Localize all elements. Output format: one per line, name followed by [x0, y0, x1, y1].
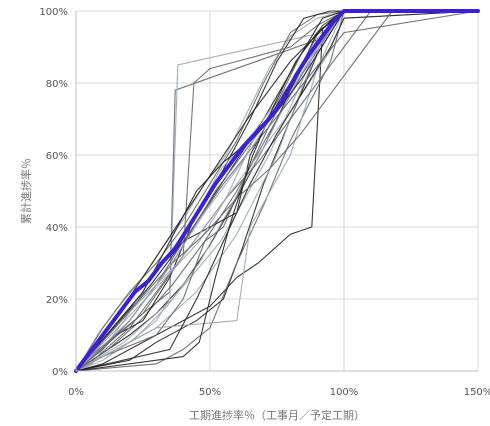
grid-lines [75, 10, 479, 372]
series-line [75, 10, 478, 372]
series-line [75, 10, 478, 372]
series-line [75, 10, 478, 372]
series-line [75, 10, 478, 372]
series-line [75, 10, 478, 372]
series-line [75, 10, 478, 372]
series-line [75, 10, 479, 372]
series-line [75, 10, 478, 372]
series-line [75, 10, 478, 372]
series-line [75, 10, 478, 372]
series-line [75, 10, 479, 372]
series-line [75, 10, 478, 372]
series-line [75, 10, 478, 372]
tick-labels: 0% 20% 40% 60% 80% 100% 0% 50% 100% 150% [39, 7, 490, 398]
y-axis-title: 累計進捗率％ [19, 158, 33, 224]
y-tick-label: 20% [46, 295, 68, 306]
series-line [75, 10, 478, 372]
series-line [75, 10, 478, 372]
series-line [75, 10, 478, 372]
x-tick-label: 50% [199, 387, 221, 398]
y-tick-label: 60% [46, 151, 68, 162]
series-line [75, 10, 478, 372]
highlight-series [74, 9, 480, 373]
y-tick-label: 80% [46, 79, 68, 90]
x-axis-title: 工期進捗率％（工事月／予定工期） [189, 408, 365, 422]
series-line [75, 10, 478, 372]
series-line [75, 10, 478, 372]
series-line [75, 10, 479, 372]
series-line [75, 10, 478, 372]
highlight-line [74, 9, 480, 373]
series-line [75, 10, 478, 372]
series-line [75, 10, 478, 372]
x-tick-label: 150% [464, 387, 490, 398]
series-line [75, 10, 478, 372]
y-tick-label: 0% [52, 367, 68, 378]
y-tick-label: 100% [39, 7, 68, 18]
series-line [75, 10, 478, 372]
x-tick-label: 100% [330, 387, 359, 398]
x-tick-label: 0% [68, 387, 84, 398]
y-tick-label: 40% [46, 223, 68, 234]
series-lines [75, 10, 479, 372]
series-line [75, 10, 478, 372]
series-line [75, 10, 478, 372]
series-line [75, 10, 478, 372]
series-line [75, 10, 478, 372]
axes [75, 11, 478, 372]
series-line [75, 10, 478, 372]
